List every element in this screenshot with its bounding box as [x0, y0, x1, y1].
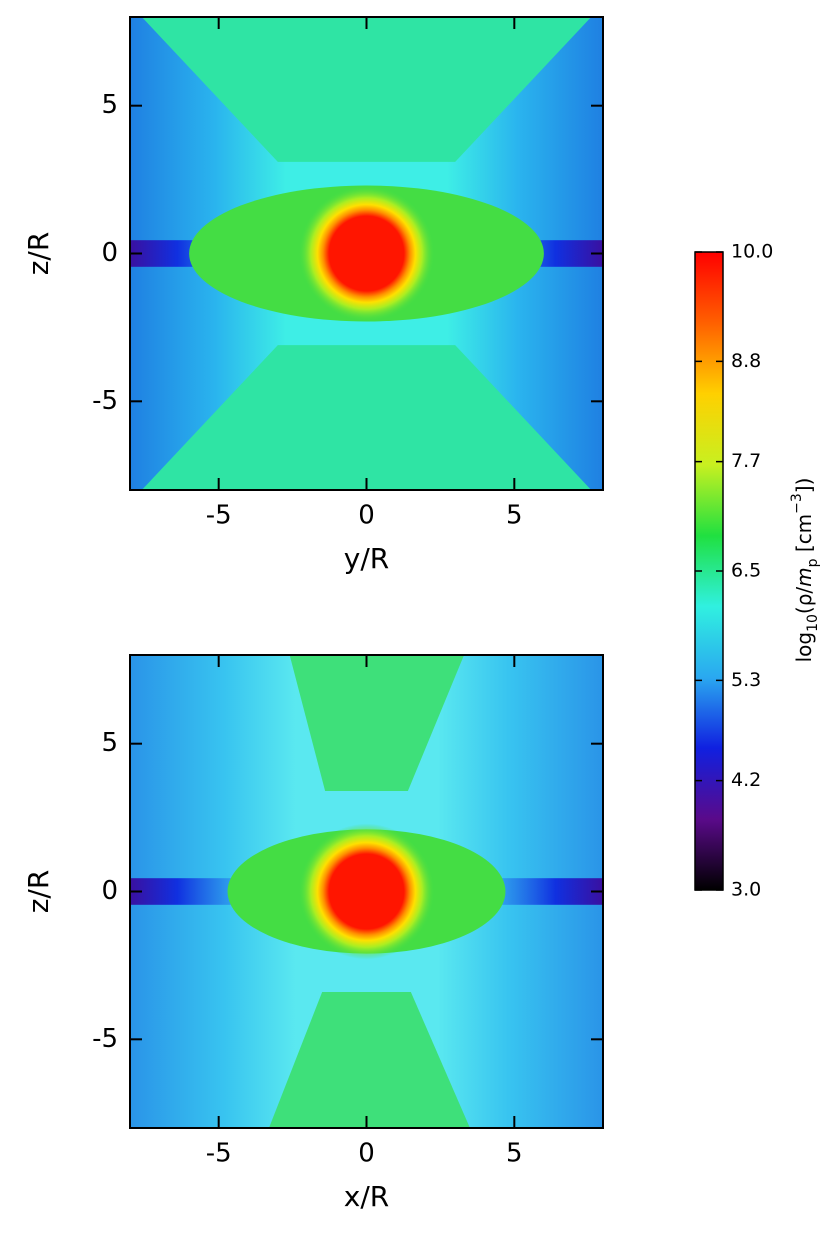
cone: [141, 17, 592, 162]
heatmap-field: [130, 655, 603, 1128]
cone: [289, 655, 465, 791]
colorbar-label-part: p: [805, 558, 821, 567]
y-axis-label: z/R: [22, 870, 55, 914]
cone: [268, 992, 470, 1128]
colorbar-label-part: [cm: [792, 514, 816, 559]
colorbar-label: log10(ρ/mp [cm−3]): [789, 478, 821, 663]
colorbar-label-part: 10: [805, 614, 821, 632]
colorbar-tick-label: 5.3: [731, 669, 761, 691]
colorbar-tick-label: 10.0: [731, 241, 773, 263]
colorbar-tick-label: 8.8: [731, 350, 761, 372]
core: [298, 823, 435, 960]
colorbar-tick-label: 4.2: [731, 769, 761, 791]
x-tick-label: 5: [506, 1139, 523, 1169]
colorbar-label-part: (ρ/: [792, 587, 816, 614]
heatmap-field: [130, 17, 603, 490]
x-tick-label: 0: [358, 1139, 375, 1169]
y-tick-label: -5: [92, 1024, 118, 1054]
x-tick-label: -5: [206, 1139, 232, 1169]
x-axis-label: x/R: [344, 1180, 389, 1213]
x-tick-label: 0: [358, 501, 375, 531]
colorbar-label-part: log: [792, 632, 816, 663]
x-tick-label: 5: [506, 501, 523, 531]
y-tick-label: 5: [101, 90, 118, 120]
colorbar-tick-label: 7.7: [731, 450, 761, 472]
colorbar-tick-label: 6.5: [731, 560, 761, 582]
y-tick-label: 0: [101, 238, 118, 268]
colorbar-label-part: ]): [792, 478, 816, 494]
y-tick-label: 5: [101, 728, 118, 758]
cone: [141, 345, 592, 490]
x-axis-label: y/R: [344, 542, 389, 575]
y-tick-label: -5: [92, 386, 118, 416]
y-axis-label: z/R: [22, 232, 55, 276]
colorbar-label-part: −3: [789, 493, 805, 514]
colorbar-label-part: m: [792, 567, 816, 586]
x-tick-label: -5: [206, 501, 232, 531]
y-tick-label: 0: [101, 876, 118, 906]
core: [298, 185, 435, 322]
colorbar-tick-label: 3.0: [731, 879, 761, 901]
